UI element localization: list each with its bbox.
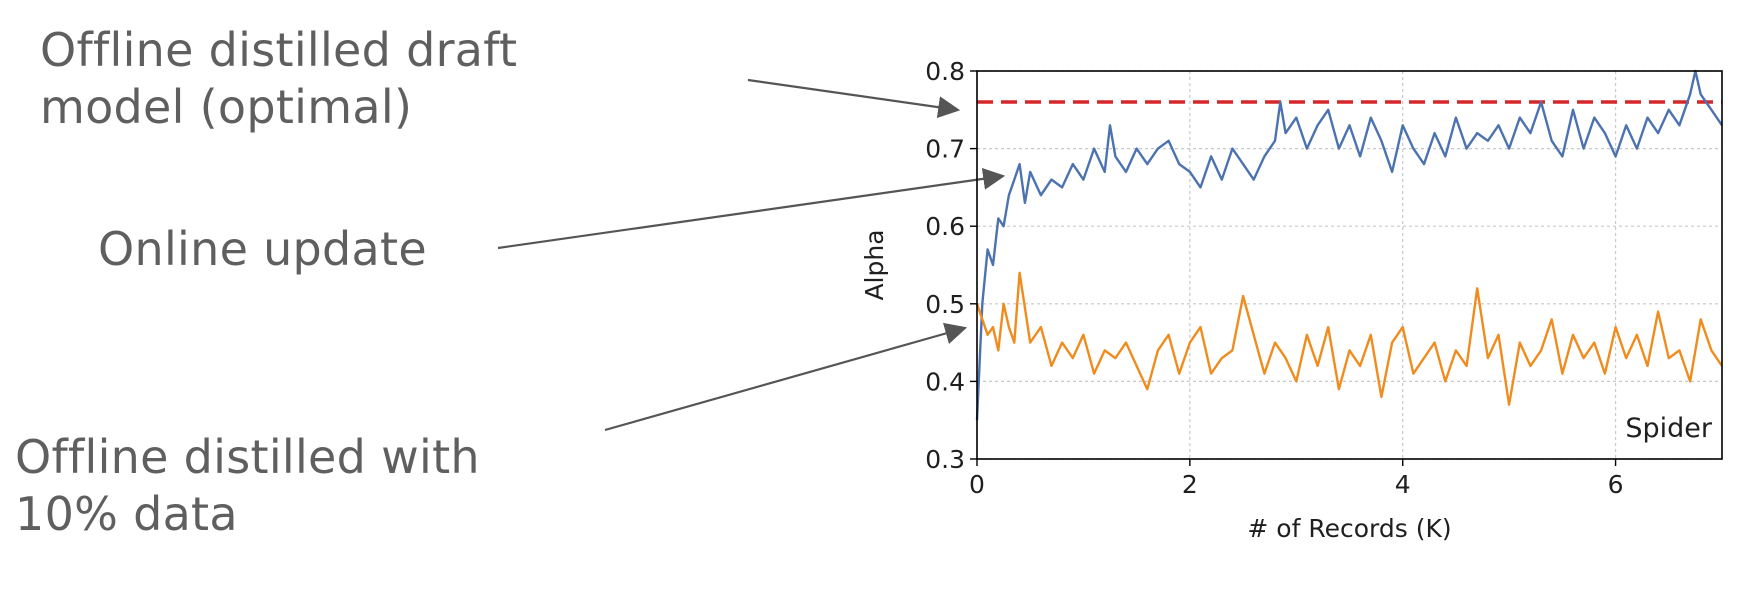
arrow-online-update [497,167,1006,250]
arrow-offline-optimal [747,78,961,119]
y-tick-label: 0.6 [925,212,965,241]
x-tick-label: 0 [969,470,985,499]
y-axis-label: Alpha [860,229,889,300]
y-tick-label: 0.3 [925,445,965,474]
y-tick-label: 0.4 [925,367,965,396]
chart-annotation-label: Spider [1625,413,1713,444]
callout-line: model (optimal) [40,80,413,134]
grid [976,70,1722,460]
callout-line: 10% data [15,487,238,541]
callout-offline-distilled-optimal: Offline distilled draft model (optimal) [40,22,517,136]
series-group [975,69,1723,421]
y-tick-label: 0.8 [925,57,965,86]
x-axis-label: # of Records (K) [1247,514,1451,543]
series-line-2 [975,69,1723,421]
x-tick-label: 2 [1182,470,1198,499]
callout-online-update: Online update [98,221,427,278]
ticks: 0 2 4 6 0.3 0.4 0.5 0.6 0.7 0.8 [925,57,1623,499]
callout-line: Offline distilled with [15,430,480,484]
arrow-offline-10pct [604,322,968,432]
y-tick-label: 0.7 [925,135,965,164]
callout-offline-distilled-10-percent: Offline distilled with 10% data [15,429,480,543]
callout-line: Offline distilled draft [40,23,518,77]
y-tick-label: 0.5 [925,290,965,319]
x-tick-label: 6 [1608,470,1624,499]
x-tick-label: 4 [1395,470,1411,499]
callout-line: Online update [98,222,427,276]
plot-frame [976,70,1723,460]
series-line-3 [975,271,1723,406]
